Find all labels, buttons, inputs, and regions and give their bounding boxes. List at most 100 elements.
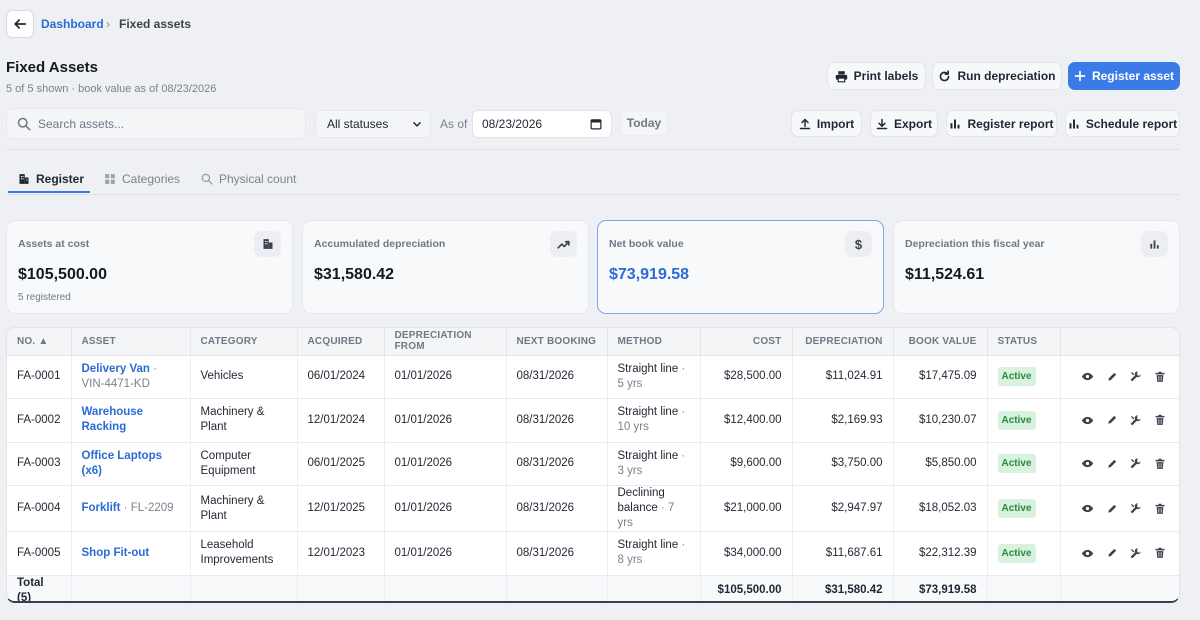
tab-physical-count[interactable]: Physical count (201, 165, 296, 193)
column-header-depreciation-from[interactable]: DEPRECIATION FROM (384, 328, 507, 356)
back-button[interactable] (6, 10, 34, 38)
status-badge: Active (997, 410, 1036, 430)
register-report-button[interactable]: Register report (946, 110, 1057, 137)
import-label: Import (816, 116, 855, 131)
acquired-date: 06/01/2024 (297, 355, 385, 399)
asset-depreciation: $11,024.91 (792, 355, 894, 399)
printer-icon (835, 70, 847, 82)
register-asset-label: Register asset (1091, 69, 1175, 83)
table-total-row: Total (5) $105,500.00 $31,580.42 $73,919… (7, 575, 1179, 601)
asset-cell: Warehouse Racking (71, 398, 191, 443)
search-box[interactable] (6, 108, 306, 139)
row-actions (1060, 485, 1179, 532)
bar-chart-icon (950, 119, 960, 128)
asset-name-link[interactable]: Shop Fit-out (81, 546, 150, 559)
status-select[interactable]: All statuses (315, 110, 431, 138)
status-select-value: All statuses (327, 117, 389, 131)
asset-name-link[interactable]: Delivery Van (81, 362, 150, 375)
card-value: $105,500.00 (18, 266, 107, 283)
schedule-report-label: Schedule report (1085, 116, 1178, 131)
delete-trash-icon[interactable] (1152, 501, 1167, 516)
edit-pencil-icon[interactable] (1104, 413, 1119, 428)
building-icon (254, 231, 281, 257)
method-cell: Straight line · 3 yrs (607, 442, 701, 486)
column-header-book-value[interactable]: BOOK VALUE (893, 328, 988, 356)
asset-cost: $21,000.00 (700, 485, 793, 532)
edit-pencil-icon[interactable] (1104, 501, 1119, 516)
column-header-next-booking[interactable]: NEXT BOOKING (506, 328, 608, 356)
asset-number: FA-0001 (7, 355, 72, 399)
asset-name-link[interactable]: Office Laptops (x6) (81, 449, 163, 477)
method-name: Straight line (617, 362, 679, 375)
today-button[interactable]: Today (620, 110, 668, 136)
dollar-icon: $ (845, 231, 872, 257)
print-labels-button[interactable]: Print labels (827, 62, 926, 90)
column-header-category[interactable]: CATEGORY (190, 328, 298, 356)
asset-book-value: $18,052.03 (893, 485, 988, 532)
card-value: $73,919.58 (609, 266, 690, 283)
asset-depreciation: $2,947.97 (792, 485, 894, 532)
column-header-asset[interactable]: ASSET (71, 328, 191, 356)
column-header-acquired[interactable]: ACQUIRED (297, 328, 385, 356)
schedule-report-button[interactable]: Schedule report (1065, 110, 1180, 137)
maintenance-wrench-icon[interactable] (1128, 456, 1143, 471)
asset-number: FA-0002 (7, 398, 72, 443)
column-header-no[interactable]: NO. ▲ (7, 328, 72, 356)
tab-categories[interactable]: Categories (104, 165, 180, 193)
status-cell: Active (987, 355, 1061, 399)
trend-up-icon (550, 231, 577, 257)
row-actions (1060, 531, 1179, 576)
column-header-depreciation[interactable]: DEPRECIATION (792, 328, 894, 356)
card-assets-at-cost: Assets at cost $105,500.00 5 registered (6, 220, 293, 314)
import-button[interactable]: Import (791, 110, 862, 137)
bar-chart-icon (1141, 231, 1168, 257)
delete-trash-icon[interactable] (1152, 546, 1167, 561)
depreciation-from-date: 01/01/2026 (384, 355, 507, 399)
depreciation-from-date: 01/01/2026 (384, 442, 507, 486)
acquired-date: 12/01/2023 (297, 531, 385, 576)
asset-name-link[interactable]: Forklift (81, 502, 121, 514)
column-header-cost[interactable]: COST (700, 328, 793, 356)
edit-pencil-icon[interactable] (1104, 456, 1119, 471)
asset-depreciation: $11,687.61 (792, 531, 894, 576)
breadcrumb-current: Fixed assets (119, 17, 192, 31)
table-row: FA-0003 Office Laptops (x6) Computer Equip… (7, 442, 1179, 486)
maintenance-wrench-icon[interactable] (1128, 546, 1143, 561)
card-label: Accumulated depreciation (314, 238, 446, 250)
column-header-status[interactable]: STATUS (987, 328, 1061, 356)
asset-cell: Delivery Van · VIN-4471-KD (71, 355, 191, 399)
delete-trash-icon[interactable] (1152, 456, 1167, 471)
edit-pencil-icon[interactable] (1104, 546, 1119, 561)
page-title: Fixed Assets (6, 59, 98, 76)
delete-trash-icon[interactable] (1152, 413, 1167, 428)
asset-name-link[interactable]: Warehouse Racking (81, 406, 144, 434)
search-input[interactable] (38, 116, 288, 131)
breadcrumb-dashboard-link[interactable]: Dashboard (41, 17, 104, 31)
view-eye-icon[interactable] (1080, 546, 1095, 561)
tab-register[interactable]: Register (18, 165, 84, 193)
view-eye-icon[interactable] (1080, 501, 1095, 516)
edit-pencil-icon[interactable] (1104, 369, 1119, 384)
status-badge: Active (997, 367, 1036, 387)
upload-icon (799, 118, 811, 129)
column-header-method[interactable]: METHOD (607, 328, 701, 356)
delete-trash-icon[interactable] (1152, 369, 1167, 384)
maintenance-wrench-icon[interactable] (1128, 501, 1143, 516)
view-eye-icon[interactable] (1080, 369, 1095, 384)
asset-book-value: $22,312.39 (893, 531, 988, 576)
as-of-date-input[interactable]: 08/23/2026 (472, 110, 612, 138)
run-depreciation-button[interactable]: Run depreciation (932, 62, 1062, 90)
export-button[interactable]: Export (870, 110, 938, 137)
tab-register-label: Register (36, 172, 85, 186)
bar-chart-icon (1069, 119, 1079, 128)
card-label: Depreciation this fiscal year (905, 238, 1045, 250)
useful-life: 7 yrs (617, 502, 675, 529)
register-asset-button[interactable]: Register asset (1068, 62, 1180, 90)
table-row: FA-0004 Forklift · FL-2209 Machinery & Pla… (7, 485, 1179, 532)
maintenance-wrench-icon[interactable] (1128, 413, 1143, 428)
maintenance-wrench-icon[interactable] (1128, 369, 1143, 384)
asset-register-table: NO. ▲ ASSET CATEGORY ACQUIRED DEPRECIATI… (6, 327, 1180, 603)
view-eye-icon[interactable] (1080, 456, 1095, 471)
as-of-label: As of (440, 117, 468, 131)
view-eye-icon[interactable] (1080, 413, 1095, 428)
